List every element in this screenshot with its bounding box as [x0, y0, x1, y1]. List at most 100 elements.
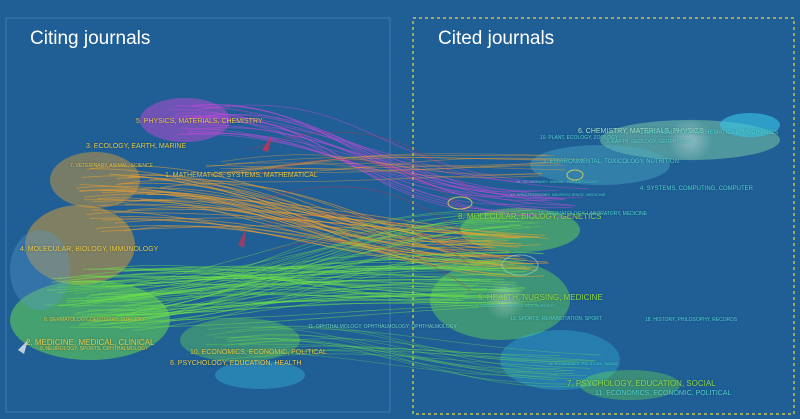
citation-flows: [45, 103, 603, 387]
flow-curve: [249, 131, 471, 191]
flow-curve: [127, 213, 501, 302]
flow-curve: [78, 220, 517, 326]
citing-cluster-label: 6. PSYCHOLOGY, EDUCATION, HEALTH: [170, 360, 302, 367]
flow-curve: [188, 116, 531, 211]
flow-curve: [58, 254, 465, 307]
flow-curve: [84, 199, 515, 245]
flow-curve: [66, 279, 517, 304]
flow-curve: [108, 173, 522, 245]
cited-cluster-label: 6. CHEMISTRY, MATERIALS, PHYSICS: [578, 128, 704, 135]
flow-curve: [201, 173, 542, 183]
flow-curve: [119, 281, 458, 307]
flow-curve: [225, 345, 576, 363]
flow-curve: [213, 164, 564, 174]
cited-cluster-label: 9. DENTISTRY, ODONTOLOGY, SURGERY: [476, 303, 555, 308]
flow-curve: [69, 267, 532, 281]
flow-curve: [227, 339, 597, 387]
flow-curve: [120, 215, 527, 267]
flow-curve: [175, 112, 533, 205]
cited-journals-title: Cited journals: [438, 28, 555, 49]
flow-curve: [105, 226, 509, 296]
flow-curve: [214, 353, 591, 369]
flow-curve: [172, 117, 588, 190]
cited-panel-frame: [412, 17, 795, 415]
flow-curve: [80, 288, 489, 303]
flow-curve: [124, 263, 516, 272]
cited-cluster-label: 5. HEALTH, NURSING, MEDICINE: [478, 293, 603, 302]
flow-curve: [116, 182, 541, 247]
flow-curve: [129, 192, 492, 243]
flow-curve: [169, 115, 572, 206]
flow-curve: [97, 237, 535, 317]
cited-cluster-label: 11. ECONOMICS, ECONOMIC, POLITICAL: [595, 390, 732, 397]
cited-cluster-label: 18. HISTORY, PHILOSOPHY, RECORDS: [645, 317, 738, 323]
flow-curve: [220, 163, 560, 170]
flow-curve: [214, 157, 566, 177]
flow-curve: [212, 153, 547, 175]
citing-cluster-label: 10. ECONOMICS, ECONOMIC, POLITICAL: [190, 349, 327, 356]
flow-curve: [105, 271, 528, 288]
citing-cluster-label: 2. MEDICINE, MEDICAL, CLINICAL: [26, 338, 155, 347]
flow-curve: [230, 162, 566, 171]
flow-curve: [108, 288, 488, 324]
flow-curve: [127, 214, 524, 296]
flow-curve: [126, 265, 469, 317]
flow-curve: [187, 133, 584, 199]
flow-curve: [65, 251, 545, 302]
cited-cluster-label: 10. PLANT, ECOLOGY, ZOOLOGY: [540, 135, 619, 141]
flow-curve: [73, 222, 539, 315]
cited-cluster-label: 15. ECONOMICS, POLITICAL, SAUDE: [548, 361, 619, 366]
flow-curve: [71, 280, 456, 291]
cited-cluster-label: 7. PSYCHOLOGY, EDUCATION, SOCIAL: [567, 379, 716, 388]
flow-curve: [111, 217, 544, 325]
flow-curve: [253, 350, 556, 381]
flow-curve: [82, 275, 508, 289]
citing-panel-frame: [5, 17, 391, 413]
cited-cluster-label: 8. MOLECULAR, BIOLOGY, GENETICS: [458, 212, 602, 221]
flow-curve: [101, 225, 487, 236]
flow-curve: [131, 273, 499, 304]
flow-curve: [88, 268, 471, 299]
flow-curve: [80, 225, 522, 326]
flow-curve: [225, 162, 542, 178]
flow-curve: [126, 226, 531, 304]
cited-cluster-label: 12. DERMATOLOGY, LABORATORY, MEDICINE: [538, 211, 648, 217]
cited-cluster-label: 13. SPORTS, REHABILITATION, SPORT: [510, 316, 602, 322]
flow-curve: [246, 351, 587, 377]
flow-curve: [251, 325, 577, 365]
citing-cluster-label: 3. ECOLOGY, EARTH, MARINE: [86, 143, 187, 150]
flow-curve: [74, 210, 505, 294]
flow-curve: [269, 240, 471, 291]
flow-curve: [229, 338, 574, 375]
flow-curve: [225, 326, 570, 372]
flow-curve: [108, 225, 542, 314]
flow-curve: [89, 168, 545, 278]
flow-curve: [128, 215, 514, 312]
flow-curve: [225, 333, 562, 370]
citing-cluster-label: 5. PHYSICS, MATERIALS, CHEMISTRY: [136, 118, 263, 125]
flow-curve: [238, 157, 585, 174]
cited-cluster-label: 14. SPECTROSCOPY, NEUROSCIENCE, MEDICINE: [510, 192, 606, 197]
flow-curve: [87, 303, 507, 321]
flow-curve: [189, 104, 548, 200]
flow-curve: [207, 326, 575, 373]
flow-curve: [89, 217, 526, 260]
flow-curve: [190, 116, 538, 215]
flow-curve: [101, 191, 549, 265]
citing-cluster-label: 7. VETERINARY, ANIMAL, SCIENCE: [70, 163, 153, 169]
flow-curve: [254, 159, 471, 216]
flow-curve: [259, 186, 471, 241]
flow-curve: [264, 213, 471, 266]
flow-curve: [56, 267, 527, 294]
flow-curve: [237, 338, 587, 363]
flow-curve: [106, 220, 501, 318]
flow-curve: [114, 210, 532, 297]
flow-curve: [216, 154, 555, 174]
flow-curve: [81, 212, 509, 317]
citing-cluster-label: 4. MOLECULAR, BIOLOGY, IMMUNOLOGY: [20, 246, 159, 253]
flow-curve: [205, 343, 597, 362]
cited-cluster-label: 1. MATHEMATICS, MATHEMATICAL, MECHANICS: [640, 130, 779, 136]
citing-cluster-label: 11. OPHTHALMOLOGY, OPHTHALMOLOGY, OPHTHA…: [308, 324, 457, 330]
